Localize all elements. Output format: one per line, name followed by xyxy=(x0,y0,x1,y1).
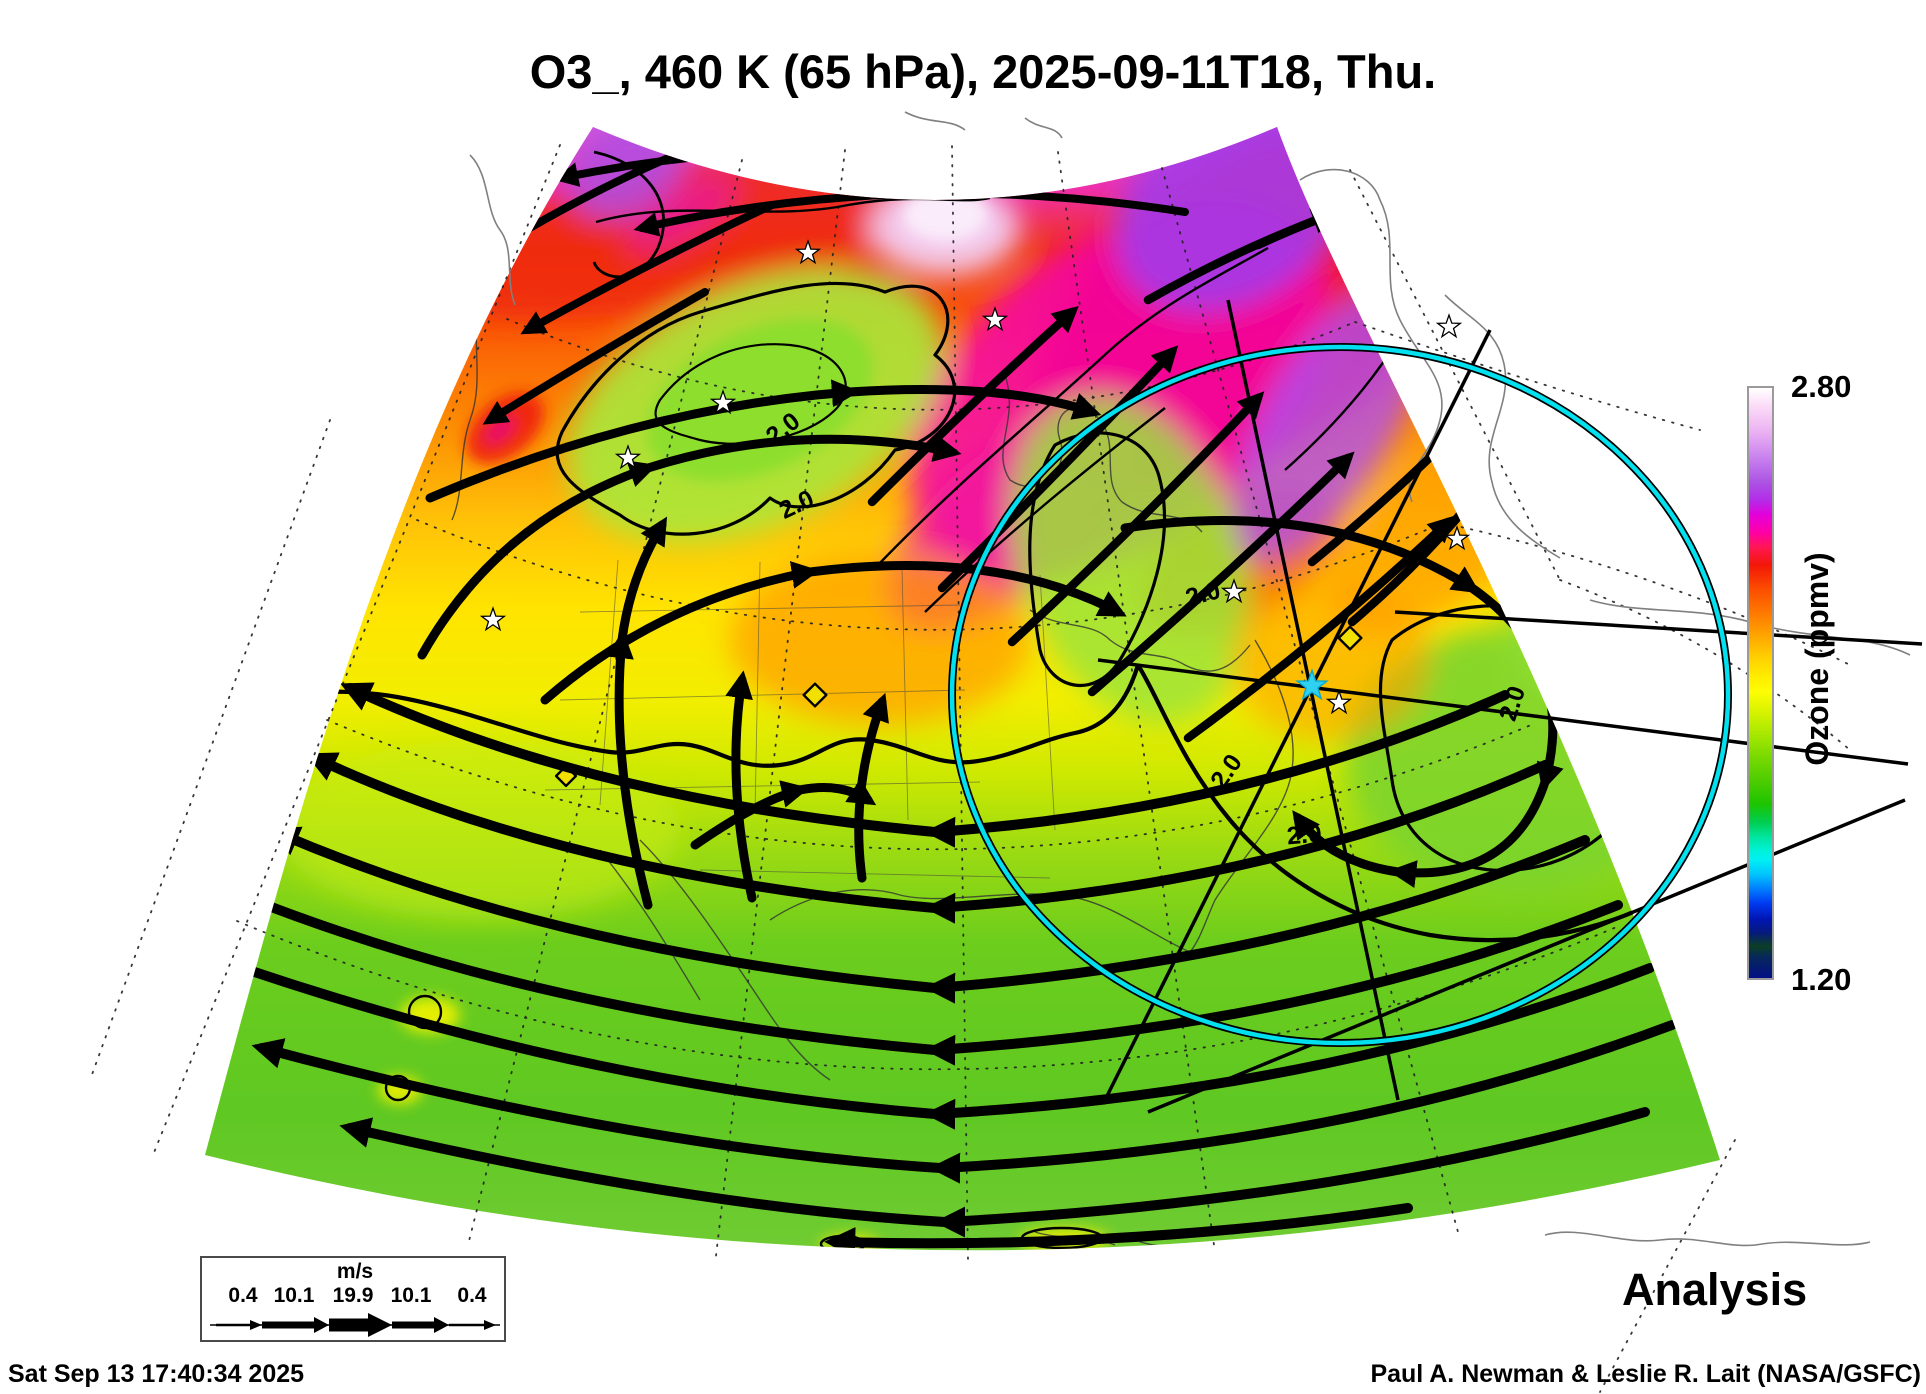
contour-label: 2.0 xyxy=(1286,820,1323,851)
analysis-label: Analysis xyxy=(1622,1264,1808,1315)
colorbar-axis-label: Ozone (ppmv) xyxy=(1799,552,1835,766)
credit-text: Paul A. Newman & Leslie R. Lait (NASA/GS… xyxy=(1370,1360,1921,1388)
colorbar xyxy=(1747,386,1774,980)
colorbar-max-tick: 2.80 xyxy=(1791,369,1852,404)
wind-scale-arrow-icon xyxy=(210,1313,500,1337)
colorbar-min-tick: 1.20 xyxy=(1791,962,1852,997)
wind-legend-units: m/s xyxy=(336,1260,374,1283)
wind-legend-tick: 0.4 xyxy=(228,1284,258,1307)
wind-legend-tick: 10.1 xyxy=(390,1284,432,1307)
wind-streamlines xyxy=(214,146,1677,1251)
range-circle xyxy=(948,343,1732,1047)
wind-legend-tick: 0.4 xyxy=(457,1284,487,1307)
page-title: O3_, 460 K (65 hPa), 2025-09-11T18, Thu. xyxy=(529,45,1437,98)
generated-timestamp: Sat Sep 13 17:40:34 2025 xyxy=(8,1360,305,1388)
wind-legend-tick: 10.1 xyxy=(273,1284,315,1307)
wind-legend-tick: 19.9 xyxy=(332,1284,374,1307)
wind-speed-legend: m/s 0.4 10.1 19.9 10.1 0.4 xyxy=(200,1256,506,1342)
